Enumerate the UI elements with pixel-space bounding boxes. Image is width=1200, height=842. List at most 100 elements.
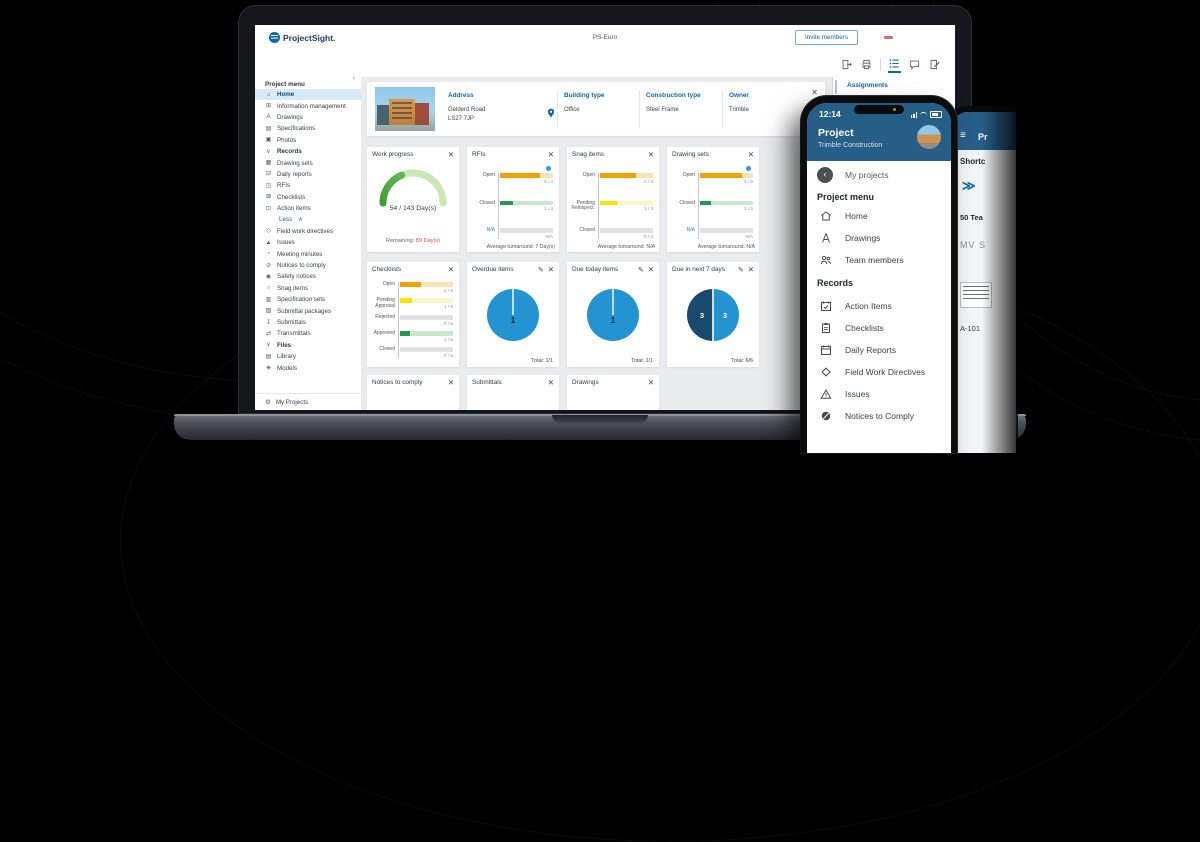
close-icon[interactable]: ✕ [811,88,818,97]
drawing-compass-icon: A [266,114,271,121]
sidebar-item-models[interactable]: ◈ Models [266,364,297,372]
close-icon[interactable]: ✕ [747,264,754,274]
sidebar-item-records[interactable]: ∨ Records [266,148,302,156]
sidebar-item-my-projects[interactable]: ⚙ My Projects [255,393,371,410]
bar-row: N/A N/A [686,227,753,239]
due-today-total: Total: 1/1 [631,358,653,364]
bar-row: Pending Reinspect. 1 / 3 [571,199,653,212]
sidebar-item-specifications[interactable]: ▤ Specifications [265,125,316,133]
sidebar-item-library[interactable]: ▤ Library [265,353,296,361]
sidebar-item-files[interactable]: ∨ Files [266,341,292,349]
sidebar-item-notices-to-comply[interactable]: ⊘ Notices to comply [265,262,326,270]
close-icon[interactable]: ✕ [447,264,454,274]
print-icon[interactable] [860,57,873,72]
phone-menu-item-home[interactable]: Home [807,207,951,227]
sidebar-item-drawing-sets[interactable]: ▦ Drawing sets [265,159,313,167]
bar-row: Rejected 0 / 6 [375,313,453,326]
checklists-icon [819,321,833,335]
sidebar-collapse-icon[interactable]: ‹ [352,75,355,82]
phone-menu-item-notices-to-comply[interactable]: Notices to Comply [807,407,951,427]
safety-icon: ◉ [265,273,272,280]
location-pin-icon[interactable] [547,108,555,118]
invite-members-button[interactable]: Invite members [794,30,858,45]
sidebar-item-drawings[interactable]: A Drawings [266,113,303,121]
tile-checklists: Checklists ✕ Open 2 / 6 Pending Approval 1 / … [367,262,459,367]
legend-dot-icon [546,166,551,171]
bar-row: Closed 1 / 5 [679,199,753,212]
wifi-icon [920,112,927,118]
phone-menu-item-action-items[interactable]: Action Items [807,297,951,317]
sidebar-item-home[interactable]: ⌂ Home [255,89,361,101]
close-icon[interactable]: ✕ [647,377,654,387]
sidebar-item-submittals[interactable]: ↧ Submittals [265,319,306,326]
sidebar-item-checklists[interactable]: ⊠ Checklists [265,193,306,201]
chat-icon[interactable] [908,57,921,72]
phone-menu-header: Project menu [817,192,875,202]
legend-dot-icon [746,166,751,171]
tile-notices-to-comply: Notices to comply ✕ [367,375,459,410]
sidebar-item-submittal-packages[interactable]: ▧ Submittal packages [265,307,331,315]
close-icon[interactable]: ✕ [747,149,754,159]
construction-type-value: Steel Frame [646,107,679,113]
field-work-icon [819,365,833,379]
drawing-set-icon: ▦ [265,160,272,167]
edit-pencil-icon[interactable]: ✎ [737,266,744,274]
phone-status-icons [910,111,942,118]
edit-pencil-icon[interactable]: ✎ [537,266,544,274]
close-icon[interactable]: ✕ [647,149,654,159]
phone-menu-item-issues[interactable]: Issues [807,385,951,405]
tile-due-next-7-days: Due in next 7 days ✎ ✕ 3 3 Total: [667,262,759,367]
sidebar-item-less[interactable]: Less ∧ [279,216,303,224]
sidebar-header: Project menu [265,81,305,88]
notice-icon: ⊘ [265,262,272,269]
phone-menu-item-daily-reports[interactable]: Daily Reports [807,341,951,361]
action-items-icon [819,299,833,313]
dashboard: Address Gelderd Road LS27 7JP Building ty… [361,77,832,410]
phone-menu-item-checklists[interactable]: Checklists [807,319,951,339]
sidebar-item-specification-sets[interactable]: ▥ Specification sets [265,296,326,304]
sidebar-item-photos[interactable]: ▣ Photos [265,136,297,144]
sidebar-item-safety-notices[interactable]: ◉ Safety notices [265,273,316,281]
scrollbar[interactable] [835,80,837,94]
sidebar-item-snag-items[interactable]: ○ Snag items [266,284,308,292]
phone-menu-item-field-work-directives[interactable]: Field Work Directives [807,363,951,383]
close-icon[interactable]: ✕ [547,377,554,387]
transmittal-icon: ⇄ [265,330,272,337]
export-icon[interactable] [840,57,853,72]
tile-drawings: Drawings ✕ [567,375,659,410]
edit-pencil-icon[interactable]: ✎ [637,266,644,274]
phone2-sheet-label: A-101 [960,324,981,333]
sidebar-item-daily-reports[interactable]: ⊟ Daily reports [265,170,312,178]
close-icon[interactable]: ✕ [447,377,454,387]
phone-menu-item-drawings[interactable]: Drawings [807,229,951,249]
form-edit-icon[interactable] [928,57,941,72]
tile-footer: Average turnaround: N/A [597,244,655,250]
sidebar-item-field-work-directives[interactable]: ◇ Field work directives [266,227,334,235]
trimble-logo-icon: ≫ [962,178,976,193]
phone2-drawing-thumbnail[interactable] [960,282,992,308]
svg-text:3: 3 [723,311,727,320]
my-projects-back-item[interactable]: ‹ My projects [817,165,951,187]
close-icon[interactable]: ✕ [547,264,554,274]
bar-row: Approved 1 / 6 [373,330,453,342]
sidebar-item-transmittals[interactable]: ⇄ Transmittals [265,330,311,338]
phone-menu-item-team-members[interactable]: Team members [807,251,951,271]
sidebar-item-action-items[interactable]: ⊡ Action items [265,205,311,213]
work-progress-gauge: 54 / 143 Day(s) [367,161,459,212]
sidebar-item-rfis[interactable]: ◳ RFIs [265,182,291,190]
hamburger-menu-icon[interactable]: ≡ [960,130,966,141]
issues-icon [819,387,833,401]
list-view-icon[interactable] [888,56,901,73]
close-icon[interactable]: ✕ [447,149,454,159]
sidebar-item-meeting-minutes[interactable]: ◔ Meeting minutes [266,250,323,258]
bar-row: Open 4 / 5 [682,172,753,184]
close-icon[interactable]: ✕ [547,149,554,159]
package-icon: ▧ [265,308,272,315]
spec-set-icon: ▥ [265,296,272,303]
project-avatar[interactable] [917,125,941,149]
back-arrow-icon: ‹ [817,167,833,183]
sidebar-item-issues[interactable]: ▲ Issues [265,239,295,247]
sidebar-item-information-management[interactable]: ⊞ Information management [265,102,346,110]
close-icon[interactable]: ✕ [647,264,654,274]
due-today-pie-chart: 1 [567,278,659,352]
